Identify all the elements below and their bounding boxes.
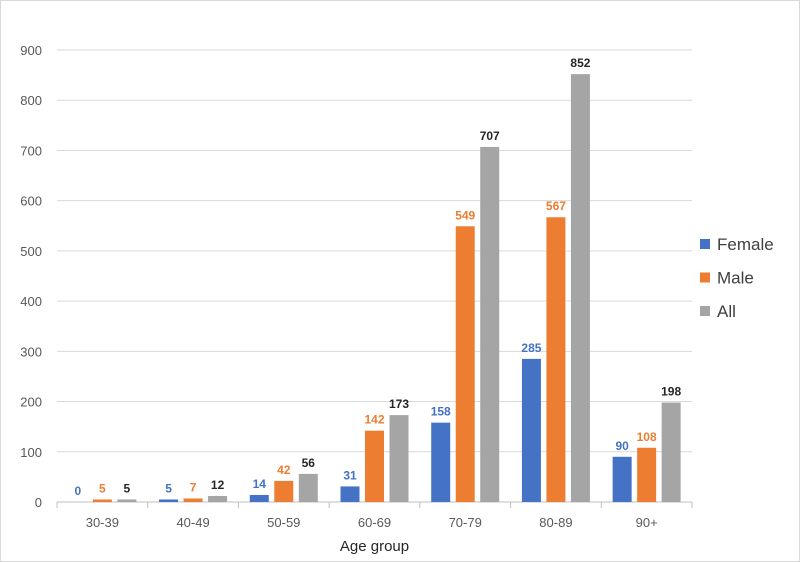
y-tick-label: 0	[35, 495, 42, 510]
x-axis-title: Age group	[340, 538, 409, 555]
data-label: 5	[124, 481, 131, 495]
data-label: 173	[389, 397, 409, 411]
data-label: 549	[455, 208, 475, 222]
data-label: 852	[570, 56, 590, 70]
x-tick-label: 40-49	[176, 515, 209, 530]
data-label: 56	[302, 456, 316, 470]
y-tick-label: 600	[20, 194, 42, 209]
bar-male	[183, 498, 203, 502]
data-label: 0	[75, 484, 82, 498]
data-label: 12	[211, 478, 225, 492]
bar-male	[92, 499, 112, 502]
data-label: 42	[277, 463, 291, 477]
data-label: 108	[637, 430, 657, 444]
bar-female	[521, 358, 541, 502]
data-label: 5	[99, 481, 106, 495]
bar-female	[340, 486, 360, 502]
x-tick-label: 80-89	[539, 515, 572, 530]
legend-swatch-male	[700, 272, 710, 283]
data-label: 158	[431, 405, 451, 419]
legend-swatch-female	[700, 239, 710, 249]
legend-label: All	[717, 302, 736, 321]
data-label: 7	[190, 480, 197, 494]
x-tick-label: 30-39	[86, 515, 119, 530]
data-label: 5	[165, 481, 172, 495]
bar-male	[274, 480, 294, 502]
y-tick-label: 800	[20, 93, 42, 108]
bar-all	[208, 495, 228, 502]
x-tick-label: 50-59	[267, 515, 300, 530]
y-tick-label: 100	[20, 445, 42, 460]
y-tick-label: 500	[20, 244, 42, 259]
x-tick-label: 70-79	[449, 515, 482, 530]
bar-male	[546, 217, 566, 503]
legend-label: Male	[717, 269, 754, 288]
bar-female	[431, 422, 451, 502]
bar-all	[661, 402, 681, 502]
bar-all	[298, 473, 318, 502]
data-label: 90	[615, 439, 629, 453]
y-tick-label: 700	[20, 143, 42, 158]
data-label: 285	[521, 341, 541, 355]
y-tick-label: 400	[20, 294, 42, 309]
bar-all	[480, 146, 500, 502]
bar-all	[570, 74, 590, 503]
data-label: 567	[546, 199, 566, 213]
bar-all	[117, 499, 137, 502]
x-tick-label: 60-69	[358, 515, 391, 530]
data-label: 142	[364, 413, 384, 427]
data-label: 14	[253, 477, 267, 491]
bar-male	[365, 430, 384, 502]
data-label: 707	[480, 129, 500, 143]
data-label: 31	[343, 468, 357, 482]
legend-label: Female	[717, 235, 774, 254]
data-label: 198	[661, 385, 681, 399]
bar-female	[612, 456, 632, 502]
y-tick-label: 200	[20, 395, 42, 410]
bar-all	[389, 415, 409, 502]
bar-male	[637, 447, 657, 502]
y-tick-label: 900	[20, 43, 42, 58]
x-tick-label: 90+	[636, 515, 658, 530]
bar-male	[455, 226, 475, 502]
legend-swatch-all	[700, 306, 710, 316]
bar-female	[249, 494, 269, 502]
bar-female	[159, 499, 179, 502]
y-tick-label: 300	[20, 344, 42, 359]
